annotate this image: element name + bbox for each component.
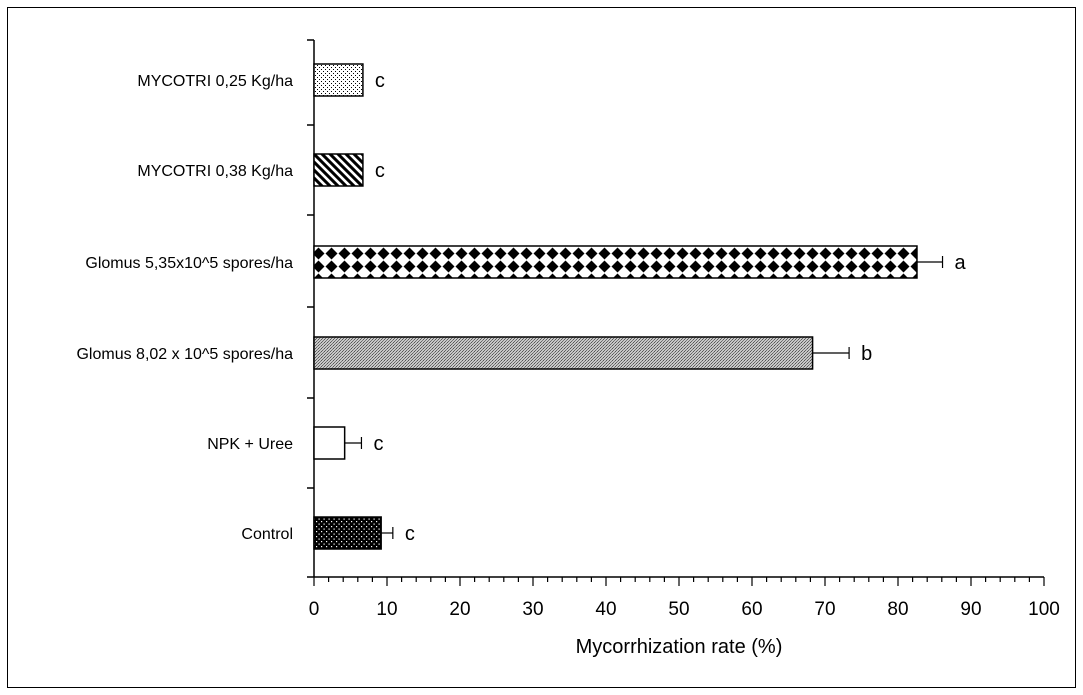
significance-letter-3: b <box>861 343 872 365</box>
chart-frame <box>7 7 1076 688</box>
bar-3 <box>313 336 814 370</box>
significance-letter-1: c <box>375 160 385 182</box>
x-tick-label-0: 0 <box>309 599 320 620</box>
x-tick-label-10: 10 <box>376 599 397 620</box>
bar-1 <box>313 153 364 187</box>
x-tick-label-50: 50 <box>668 599 689 620</box>
category-label-3: Glomus 8,02 x 10^5 spores/ha <box>76 346 293 363</box>
bar-2 <box>313 245 918 279</box>
x-axis-title: Mycorrhization rate (%) <box>576 636 783 658</box>
significance-letter-0: c <box>375 70 385 92</box>
significance-letter-5: c <box>405 523 415 545</box>
category-label-0: MYCOTRI 0,25 Kg/ha <box>137 73 293 90</box>
category-label-5: Control <box>241 526 293 543</box>
x-tick-label-90: 90 <box>960 599 981 620</box>
category-label-2: Glomus 5,35x10^5 spores/ha <box>85 255 293 272</box>
category-label-4: NPK + Uree <box>207 436 293 453</box>
x-tick-label-40: 40 <box>595 599 616 620</box>
x-tick-label-20: 20 <box>449 599 470 620</box>
x-tick-label-30: 30 <box>522 599 543 620</box>
bar-5 <box>313 516 382 550</box>
x-tick-label-100: 100 <box>1028 599 1060 620</box>
significance-letter-4: c <box>373 433 383 455</box>
bar-4 <box>313 426 346 460</box>
category-label-1: MYCOTRI 0,38 Kg/ha <box>137 163 293 180</box>
bar-0 <box>313 63 364 97</box>
x-tick-label-70: 70 <box>814 599 835 620</box>
x-tick-label-80: 80 <box>887 599 908 620</box>
significance-letter-2: a <box>955 252 967 274</box>
x-tick-label-60: 60 <box>741 599 762 620</box>
